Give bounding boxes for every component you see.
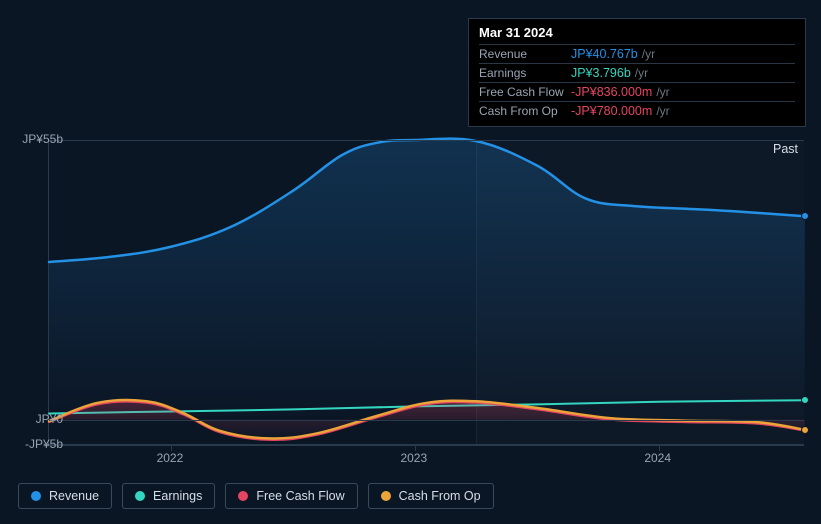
legend-label: Earnings — [153, 489, 202, 503]
gridline — [49, 420, 804, 421]
tooltip-suffix: /yr — [635, 66, 648, 80]
tooltip-metric-value: -JP¥836.000m — [571, 85, 652, 99]
chart-svg — [49, 140, 805, 445]
tooltip-row: RevenueJP¥40.767b/yr — [479, 44, 795, 63]
legend-dot-icon — [135, 491, 145, 501]
legend-dot-icon — [238, 491, 248, 501]
series-end-dot-icon — [801, 426, 809, 434]
legend-item[interactable]: Revenue — [18, 483, 112, 509]
y-axis-label: -JP¥5b — [18, 437, 63, 451]
gridline — [49, 140, 804, 141]
legend-dot-icon — [381, 491, 391, 501]
tooltip-metric-label: Free Cash Flow — [479, 85, 571, 99]
legend-dot-icon — [31, 491, 41, 501]
x-axis-label: 2022 — [157, 451, 184, 465]
series-area — [49, 139, 805, 420]
gridline — [49, 445, 804, 446]
data-tooltip: Mar 31 2024 RevenueJP¥40.767b/yrEarnings… — [468, 18, 806, 127]
tooltip-metric-label: Revenue — [479, 47, 571, 61]
legend: Revenue Earnings Free Cash Flow Cash From O… — [18, 483, 494, 509]
x-axis-label: 2023 — [400, 451, 427, 465]
tooltip-metric-value: -JP¥780.000m — [571, 104, 652, 118]
tooltip-suffix: /yr — [642, 47, 655, 61]
legend-item[interactable]: Cash From Op — [368, 483, 494, 509]
tooltip-metric-label: Earnings — [479, 66, 571, 80]
tooltip-metric-value: JP¥3.796b — [571, 66, 631, 80]
y-axis-label: JP¥55b — [18, 132, 63, 146]
tooltip-date: Mar 31 2024 — [479, 25, 795, 44]
tooltip-row: Free Cash Flow-JP¥836.000m/yr — [479, 82, 795, 101]
plot-area: Past — [48, 140, 804, 445]
x-axis-label: 2024 — [644, 451, 671, 465]
tooltip-suffix: /yr — [656, 104, 669, 118]
y-axis-label: JP¥0 — [18, 412, 63, 426]
tooltip-row: EarningsJP¥3.796b/yr — [479, 63, 795, 82]
tooltip-metric-label: Cash From Op — [479, 104, 571, 118]
series-end-dot-icon — [801, 212, 809, 220]
financials-chart[interactable]: Past JP¥55b JP¥0 -JP¥5b 2022 2023 2024 — [18, 125, 804, 470]
legend-item[interactable]: Earnings — [122, 483, 215, 509]
legend-item[interactable]: Free Cash Flow — [225, 483, 357, 509]
tooltip-metric-value: JP¥40.767b — [571, 47, 638, 61]
tooltip-suffix: /yr — [656, 85, 669, 99]
legend-label: Cash From Op — [399, 489, 481, 503]
tooltip-row: Cash From Op-JP¥780.000m/yr — [479, 101, 795, 120]
series-end-dot-icon — [801, 396, 809, 404]
legend-label: Free Cash Flow — [256, 489, 344, 503]
legend-label: Revenue — [49, 489, 99, 503]
